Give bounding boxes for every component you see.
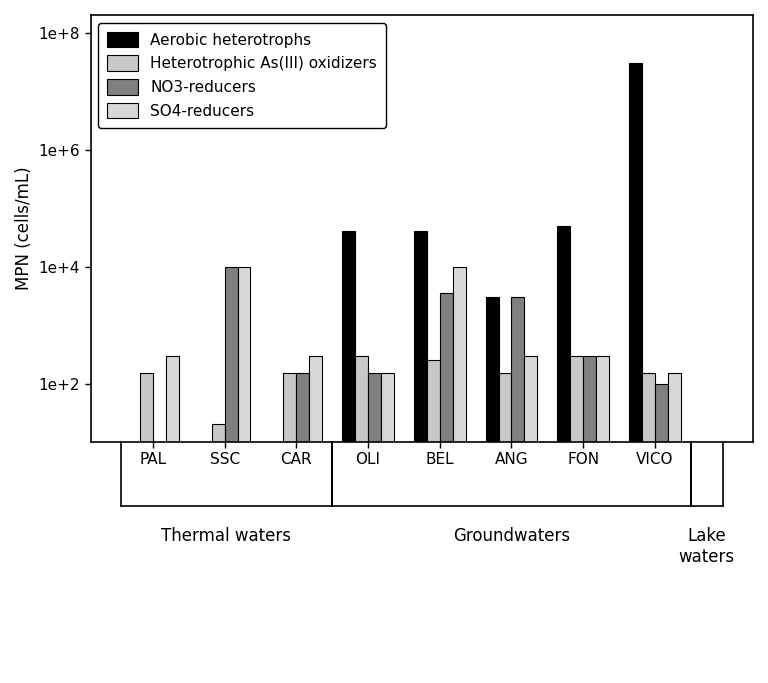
Bar xyxy=(629,64,642,683)
Bar xyxy=(212,424,225,683)
Bar xyxy=(596,356,609,683)
Bar xyxy=(225,266,237,683)
Text: Lake
waters: Lake waters xyxy=(679,527,735,566)
Bar xyxy=(452,266,465,683)
Bar xyxy=(140,374,153,683)
Bar xyxy=(498,374,511,683)
Bar xyxy=(343,232,355,683)
Bar xyxy=(296,374,310,683)
Bar xyxy=(485,297,498,683)
Bar xyxy=(511,297,525,683)
Text: Thermal waters: Thermal waters xyxy=(161,527,291,546)
Bar xyxy=(237,266,250,683)
Bar xyxy=(570,356,583,683)
Bar xyxy=(310,356,322,683)
Bar xyxy=(667,374,680,683)
Bar xyxy=(427,361,440,683)
Legend: Aerobic heterotrophs, Heterotrophic As(III) oxidizers, NO3-reducers, SO4-reducer: Aerobic heterotrophs, Heterotrophic As(I… xyxy=(98,23,386,128)
Bar xyxy=(355,356,368,683)
Bar xyxy=(166,356,179,683)
Y-axis label: MPN (cells/mL): MPN (cells/mL) xyxy=(15,167,33,290)
Bar xyxy=(525,356,538,683)
Bar xyxy=(440,293,452,683)
Bar xyxy=(381,374,394,683)
Bar xyxy=(558,225,570,683)
Text: Groundwaters: Groundwaters xyxy=(453,527,570,546)
Bar xyxy=(655,384,667,683)
Bar xyxy=(642,374,655,683)
Bar xyxy=(368,374,381,683)
Bar xyxy=(414,232,427,683)
Bar xyxy=(583,356,596,683)
Bar xyxy=(283,374,296,683)
